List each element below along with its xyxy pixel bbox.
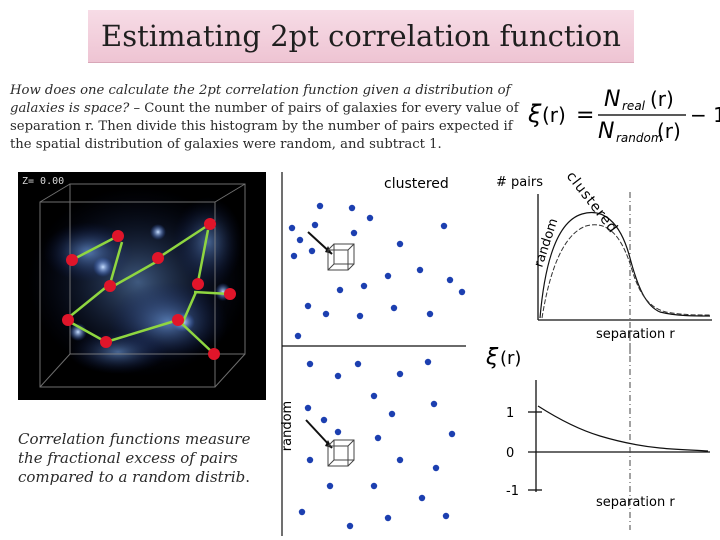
correlation-formula: ξ (r) = N real (r) N random (r) − 1 — [527, 87, 720, 145]
xi-tick-label-0: 0 — [506, 446, 514, 461]
intro-text: How does one calculate the 2pt correlati… — [10, 82, 530, 154]
pairs-xlabel: separation r — [596, 327, 675, 342]
clustered-points — [288, 202, 466, 340]
xi-ylabel-arg: (r) — [500, 348, 521, 369]
caption: Correlation functions measure the fracti… — [18, 430, 270, 487]
random-pair-cube — [305, 419, 355, 467]
galaxy-simulation-image: Z= 0.00 — [18, 172, 266, 400]
clustered-curve — [539, 212, 711, 319]
intro-question: How does one calculate the 2pt correlati… — [10, 83, 511, 116]
intro-answer-1: – Count the number of pairs of galaxies … — [10, 101, 519, 134]
simulation-cube — [39, 183, 246, 388]
random-points — [298, 358, 456, 530]
pairs-ylabel: # pairs — [496, 175, 543, 190]
pair-arrows — [67, 222, 231, 353]
formula-denominator: N — [598, 119, 614, 144]
clustered-panel-label: clustered — [384, 176, 449, 192]
caption-text: Correlation functions measure the fracti… — [18, 430, 251, 486]
formula-numerator-arg: (r) — [650, 87, 674, 111]
point-panels: clustered random — [280, 172, 466, 536]
redshift-label: Z= 0.00 — [22, 176, 65, 187]
formula-numerator: N — [604, 87, 620, 112]
title-text: Estimating 2pt correlation function — [101, 19, 621, 53]
xi-plot: ξ (r) 1 0 -1 separation r — [485, 330, 710, 530]
xi-xlabel: separation r — [596, 495, 675, 510]
formula-lhs-arg: (r) — [542, 103, 566, 127]
random-panel-label: random — [280, 401, 295, 451]
xi-tick-label-minus1: -1 — [506, 484, 519, 499]
slide-title: Estimating 2pt correlation function — [88, 10, 634, 63]
caption-period: . — [245, 468, 251, 486]
random-curve — [541, 224, 711, 319]
panel-axes — [281, 172, 466, 536]
xi-tick-label-1: 1 — [506, 406, 514, 421]
formula-denominator-sub: random — [616, 131, 663, 145]
formula-numerator-sub: real — [622, 99, 646, 113]
clustered-pair-cube — [307, 231, 355, 271]
intro-answer-2: Then divide this histogram by the number… — [10, 119, 513, 152]
formula-minus-one: − 1 — [690, 103, 720, 127]
pairs-plot: # pairs clustered random separation r — [496, 169, 712, 358]
clustered-galaxies-red — [62, 218, 236, 360]
formula-equals: = — [576, 103, 594, 128]
clustered-curve-label: clustered — [563, 169, 621, 237]
formula-xi: ξ — [527, 100, 542, 128]
xi-curve — [537, 405, 709, 452]
simulation-graphic — [28, 183, 248, 388]
xi-ylabel-symbol: ξ — [485, 345, 499, 370]
formula-denominator-arg: (r) — [657, 119, 681, 143]
